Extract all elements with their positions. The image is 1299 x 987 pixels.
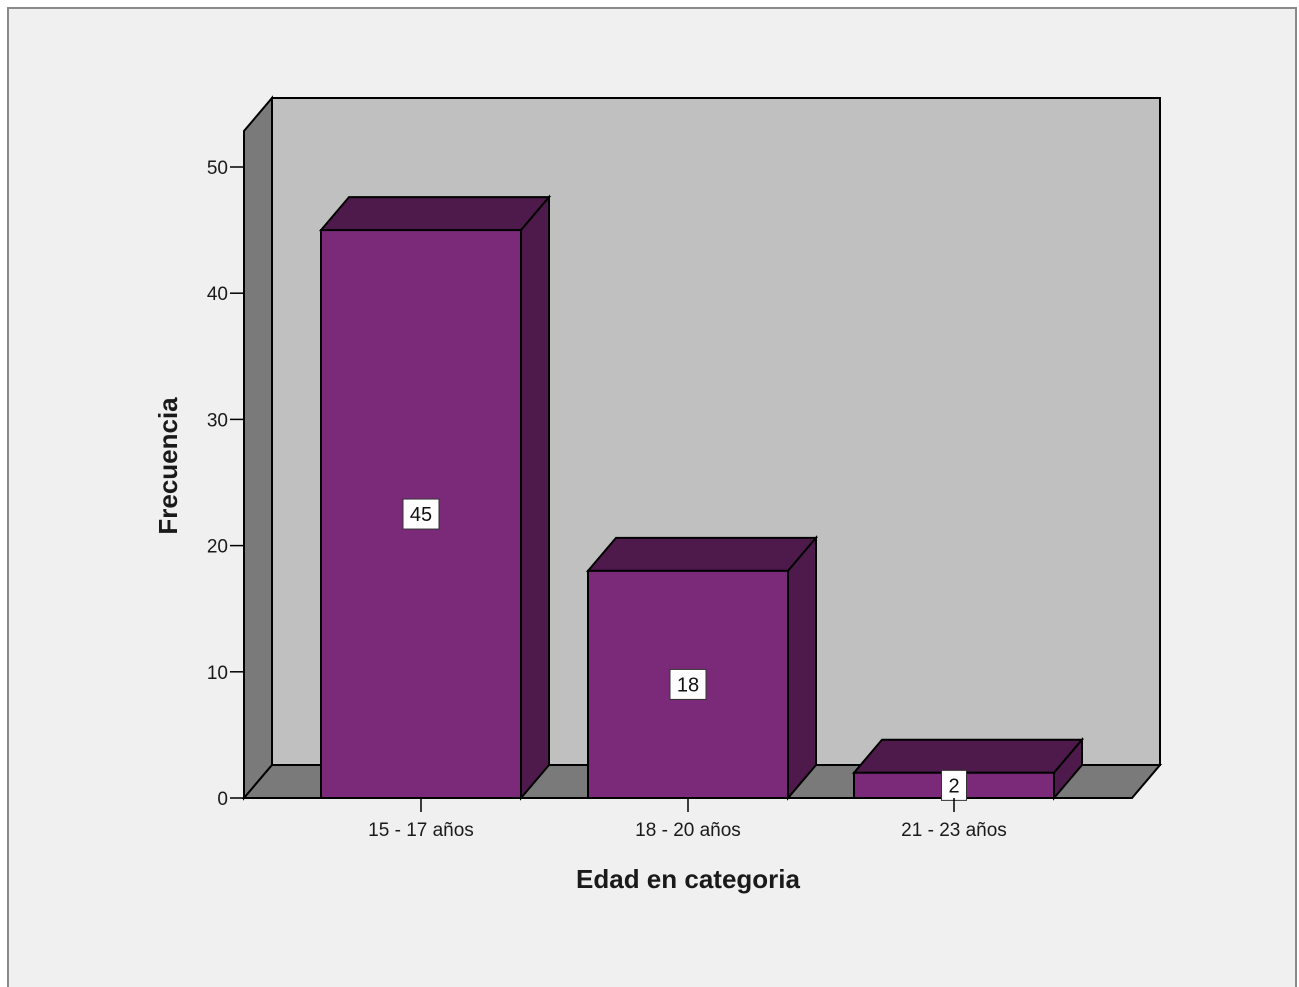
bar: 18	[585, 535, 819, 801]
data-label: 18	[677, 674, 699, 696]
bar-top	[318, 196, 552, 232]
bar: 2	[851, 737, 1085, 801]
bar: 45	[318, 194, 552, 801]
y-tick-label: 0	[217, 789, 228, 810]
bar-top	[585, 536, 819, 572]
data-label-box	[941, 769, 967, 801]
side-wall	[243, 95, 273, 801]
y-tick-label: 30	[207, 410, 228, 431]
bars: 45 18 2	[318, 194, 1085, 801]
x-axis: 15 - 17 años 18 - 20 años 21 - 23 años	[368, 798, 1007, 841]
y-tick-label: 10	[207, 663, 228, 684]
bar-side	[520, 194, 550, 801]
y-axis-title: Frecuencia	[153, 397, 183, 535]
data-label-box	[402, 498, 440, 530]
y-axis: 0 10 20 30 40 50	[207, 131, 245, 810]
data-label: 2	[948, 775, 959, 797]
bar-top	[851, 738, 1085, 774]
bar-side	[787, 535, 817, 801]
data-label-box	[669, 668, 707, 700]
y-tick-label: 50	[207, 158, 228, 179]
data-label: 45	[410, 504, 432, 526]
x-tick-label: 21 - 23 años	[901, 820, 1007, 841]
y-tick-label: 20	[207, 537, 228, 558]
x-axis-title: Edad en categoria	[576, 864, 800, 894]
x-tick-label: 18 - 20 años	[635, 820, 741, 841]
x-tick-label: 15 - 17 años	[368, 820, 474, 841]
y-tick-label: 40	[207, 284, 228, 305]
